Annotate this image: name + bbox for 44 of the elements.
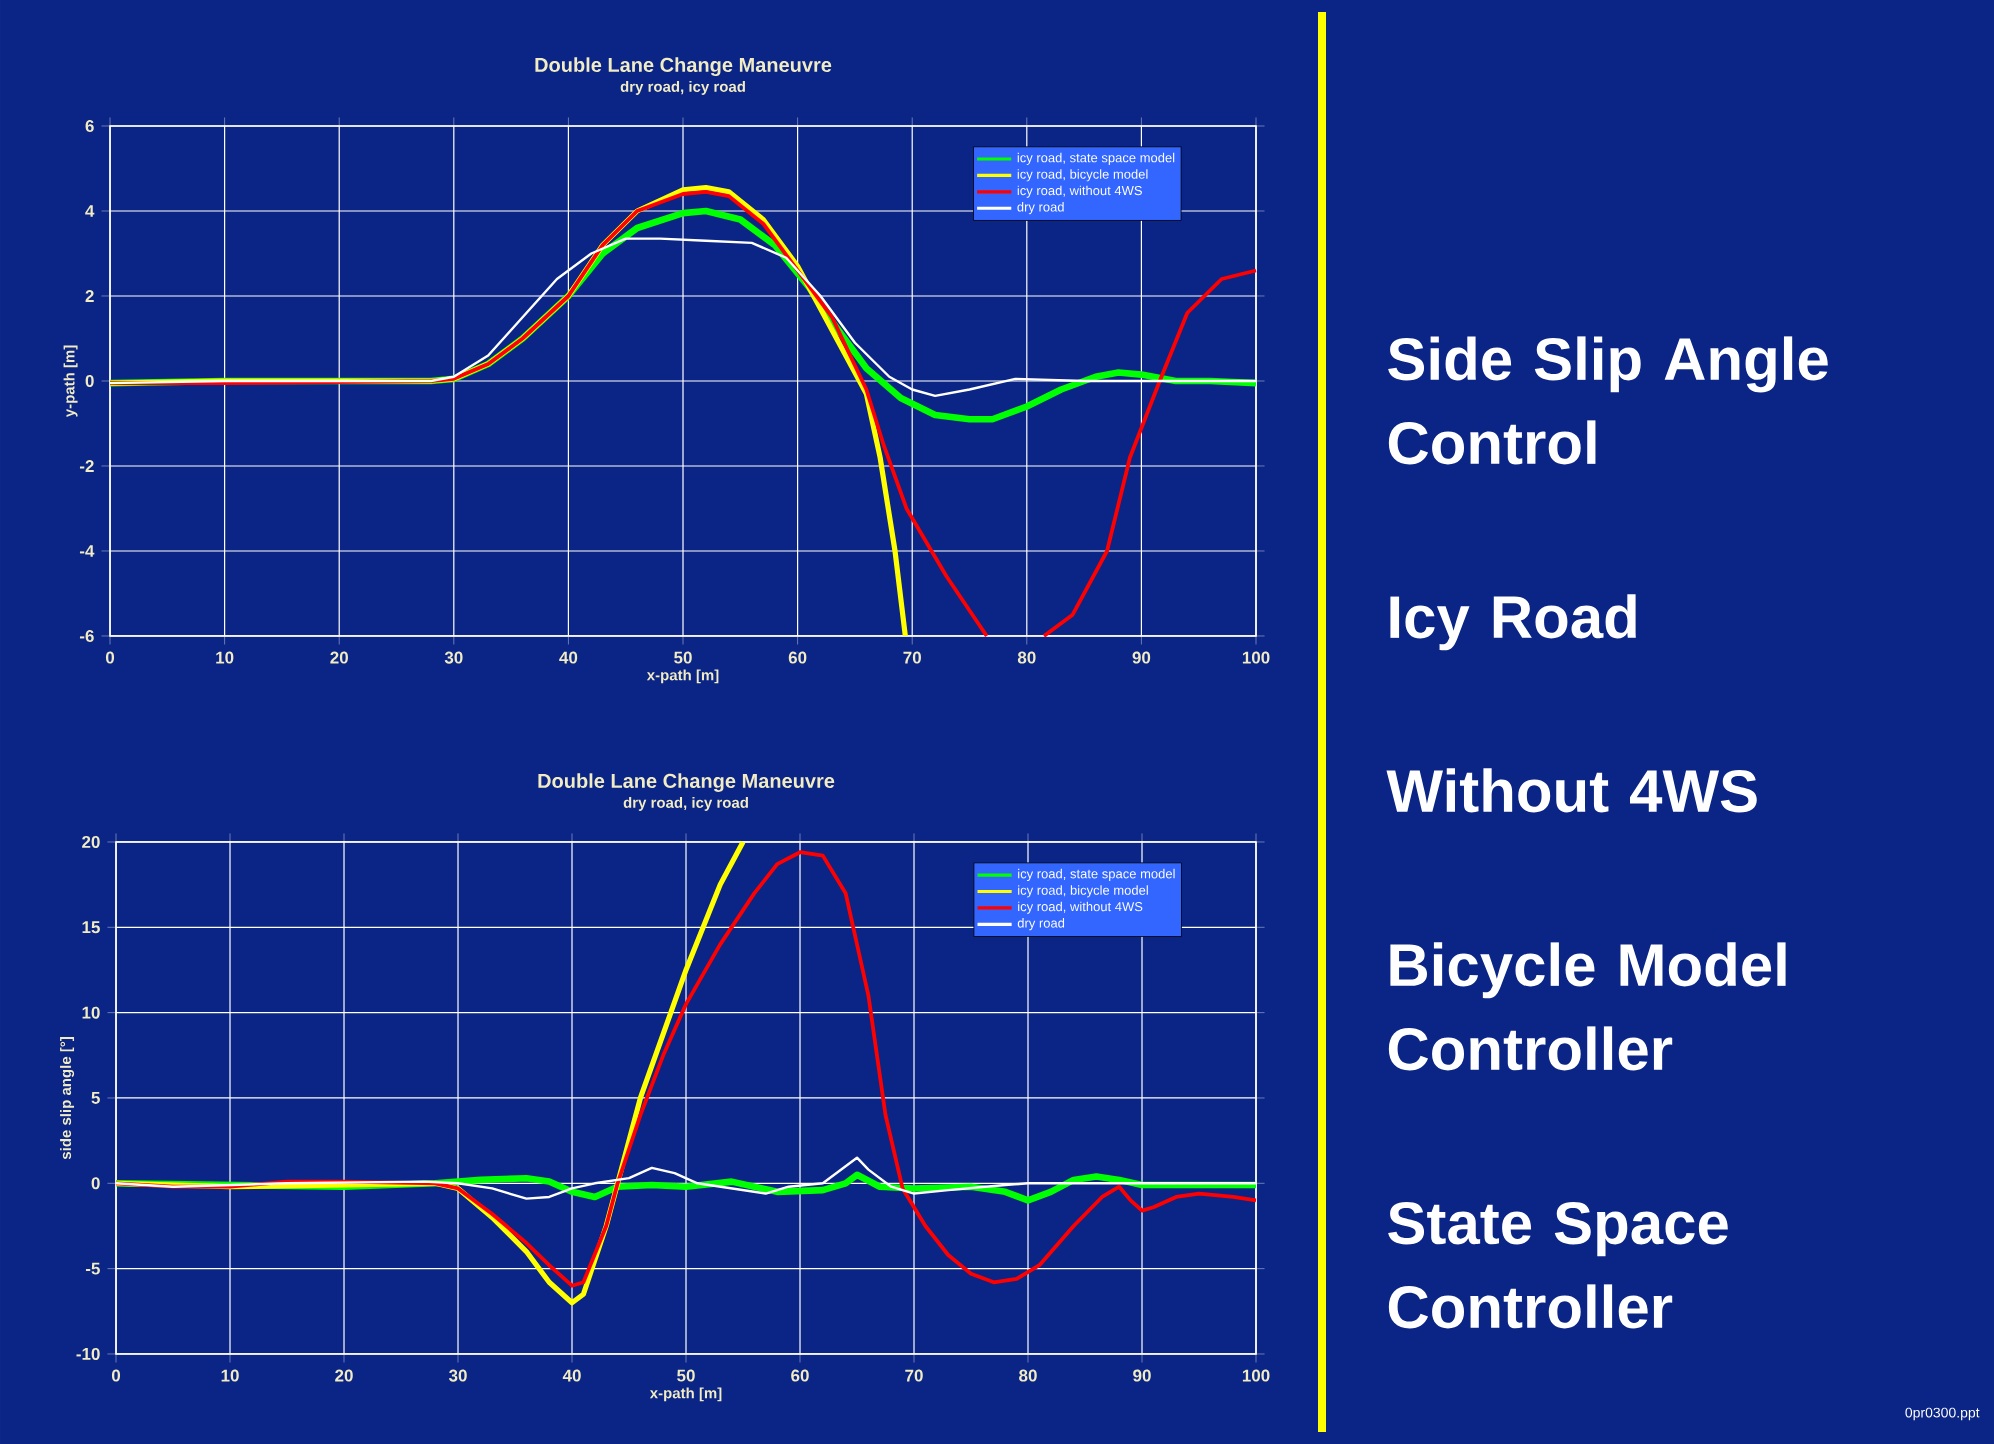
x-tick-label: 40 [559,651,578,664]
x-tick-label: 0 [111,1369,121,1382]
x-tick-label: 40 [562,1369,581,1382]
y-tick-label: 0 [85,374,94,387]
x-tick-label: 100 [1242,651,1270,664]
y-tick-label: 2 [85,290,94,302]
y-tick-label: -4 [79,545,95,557]
y-tick-label: -10 [76,1347,100,1360]
x-tick-label: 10 [221,1369,239,1382]
x-tick-label: 80 [1017,651,1036,664]
line-series [114,850,1258,1288]
y-tick-label: -6 [79,629,94,642]
text: Bicycle Model Controller [1388,942,1786,1071]
chart-title: Double Lane Change Maneuvre [535,57,832,77]
x-tick-label: 60 [791,1369,809,1382]
text: Side Slip Angle Control [1388,336,1828,465]
text: Without 4WS [1386,768,1757,813]
x-tick-label: 90 [1133,1369,1151,1382]
x-tick-label: 10 [216,651,234,664]
x-tick-label: 50 [677,1369,695,1382]
x-tick-label: 20 [330,651,348,664]
x-tick-label: 30 [448,1369,467,1382]
x-tick-label: 80 [1019,1369,1037,1382]
x-tick-label: 70 [903,651,921,664]
x-tick-label: 60 [788,651,807,664]
y-tick-label: 6 [85,119,94,132]
x-tick-label: 50 [674,651,692,664]
text: Icy Road [1390,594,1636,651]
y-tick-label: -5 [85,1262,100,1275]
x-tick-label: 30 [444,651,463,664]
y-tick-label: 4 [85,205,95,217]
x-tick-label: 90 [1132,651,1151,664]
x-tick-label: 100 [1242,1369,1270,1382]
y-tick-label: -2 [79,460,94,472]
y-tick-label: 5 [91,1092,100,1104]
x-tick-label: 70 [905,1369,923,1382]
x-tick-label: 20 [335,1369,353,1382]
y-tick-label: 10 [82,1006,100,1019]
x-tick-label: 0 [105,651,115,664]
y-tick-label: 20 [82,835,100,848]
y-tick-label: 0 [91,1177,100,1190]
chart-title: Double Lane Change Maneuvre [538,773,835,793]
text: State Space Controller [1388,1201,1728,1329]
y-tick-label: 15 [82,921,100,934]
